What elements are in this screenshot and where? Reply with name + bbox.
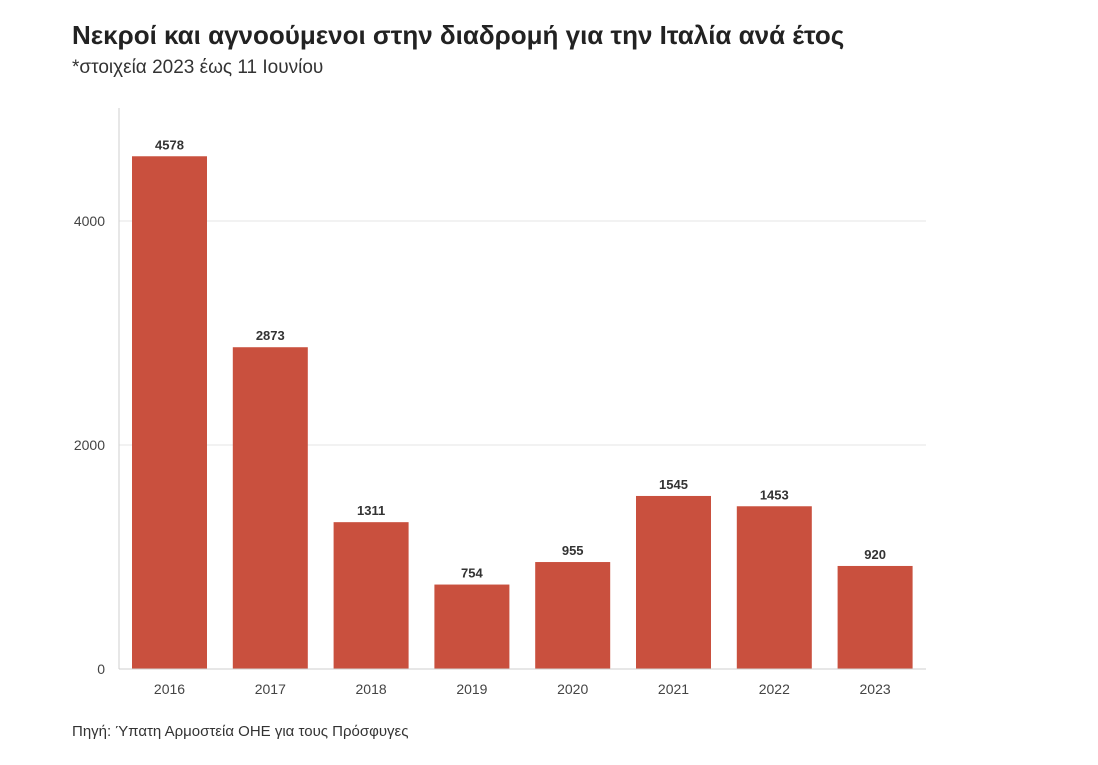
bar-2021 bbox=[636, 495, 711, 669]
x-tick-label-2019: 2019 bbox=[456, 681, 487, 697]
y-axis: 0 2000 4000 bbox=[74, 108, 120, 677]
x-tick-label-2016: 2016 bbox=[154, 681, 185, 697]
x-tick-label-2020: 2020 bbox=[557, 681, 588, 697]
data-label-2018: 1311 bbox=[357, 503, 385, 518]
data-label-2022: 1453 bbox=[760, 487, 789, 502]
bar-2017 bbox=[232, 347, 308, 669]
x-tick-label-2021: 2021 bbox=[658, 681, 689, 697]
bar-2018 bbox=[333, 522, 409, 669]
y-tick-label: 0 bbox=[97, 661, 105, 677]
source-note: Πηγή: Ύπατη Αρμοστεία ΟΗΕ για τους Πρόσφ… bbox=[72, 723, 409, 740]
y-tick-label: 4000 bbox=[74, 213, 105, 229]
bar-2020 bbox=[535, 562, 611, 669]
data-label-2021: 1545 bbox=[659, 477, 688, 492]
x-tick-label-2017: 2017 bbox=[255, 681, 286, 697]
x-tick-label-2023: 2023 bbox=[860, 681, 891, 697]
bar-2022 bbox=[736, 506, 812, 669]
x-tick-label-2022: 2022 bbox=[759, 681, 790, 697]
data-label-2023: 920 bbox=[864, 547, 886, 562]
bar-2023 bbox=[837, 565, 913, 669]
data-label-2019: 754 bbox=[461, 566, 483, 581]
chart-subtitle: *στοιχεία 2023 έως 11 Ιουνίου bbox=[72, 57, 324, 78]
bar-2016 bbox=[132, 156, 207, 669]
data-label-2017: 2873 bbox=[256, 328, 285, 343]
bars bbox=[132, 156, 913, 669]
data-label-2016: 4578 bbox=[155, 137, 184, 152]
y-tick-label: 2000 bbox=[74, 437, 105, 453]
x-tick-label-2018: 2018 bbox=[356, 681, 387, 697]
chart-title: Νεκροί και αγνοούμενοι στην διαδρομή για… bbox=[72, 20, 845, 50]
data-labels: 4578 2873 1311 754 955 1545 1453 920 bbox=[155, 137, 886, 580]
bar-2019 bbox=[434, 584, 510, 669]
data-label-2020: 955 bbox=[562, 543, 584, 558]
x-axis: 2016 2017 2018 2019 2020 2021 2022 2023 bbox=[119, 668, 926, 697]
